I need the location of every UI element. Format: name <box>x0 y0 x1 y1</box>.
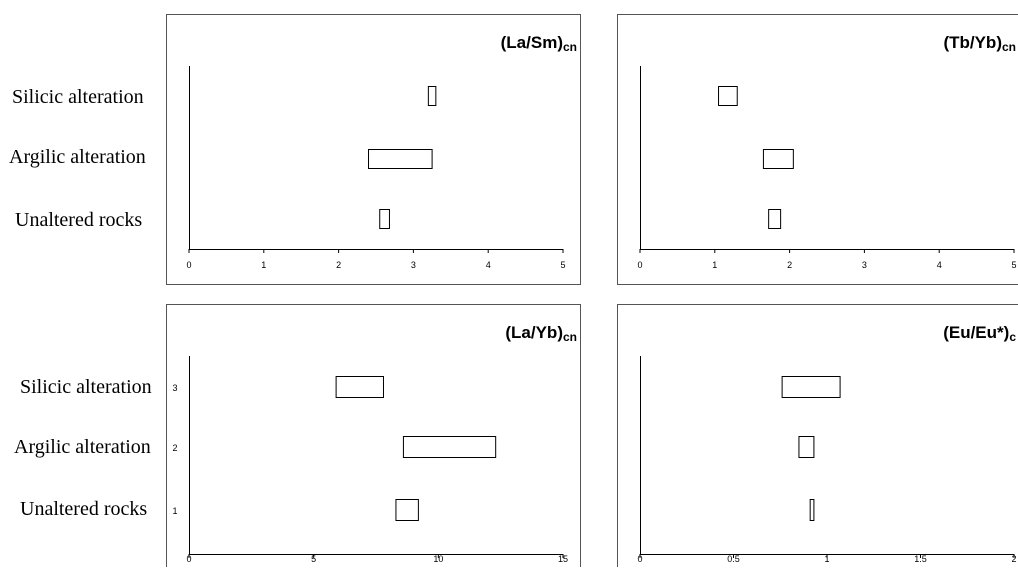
x-tick-label: 0.5 <box>727 554 740 564</box>
chart-title: (Eu/Eu*)c <box>943 323 1016 344</box>
chart-panel-4: (Eu/Eu*)c 0 0.5 1 1.5 2 <box>618 305 1018 568</box>
range-bar-2 <box>763 150 793 169</box>
panel-frame <box>618 305 1018 568</box>
x-tick-label: 4 <box>937 260 942 270</box>
x-tick-label: 1 <box>261 260 266 270</box>
row-label-silicic-bottom: Silicic alteration <box>20 376 152 399</box>
x-tick-label: 5 <box>1011 260 1016 270</box>
y-tick-label: 3 <box>172 383 177 393</box>
range-bar-1 <box>719 87 738 106</box>
x-tick-label: 0 <box>186 554 191 564</box>
row-label-unaltered-top: Unaltered rocks <box>15 209 142 232</box>
x-tick-label: 0 <box>637 554 642 564</box>
range-bar-2 <box>369 150 433 169</box>
range-bar-1 <box>336 377 383 398</box>
x-tick-label: 1 <box>824 554 829 564</box>
x-tick-label: 2 <box>787 260 792 270</box>
panel-frame <box>167 305 581 568</box>
x-tick-label: 3 <box>411 260 416 270</box>
y-tick-label: 1 <box>172 506 177 516</box>
range-bar-2 <box>403 437 495 458</box>
x-tick-label: 5 <box>311 554 316 564</box>
chart-title: (Tb/Yb)cn <box>943 33 1016 54</box>
x-tick-label: 10 <box>433 554 443 564</box>
x-tick-label: 2 <box>336 260 341 270</box>
chart-panel-2: (Tb/Yb)cn 0 1 2 3 4 5 <box>618 15 1018 285</box>
range-bar-2 <box>799 437 814 458</box>
x-tick-label: 15 <box>558 554 568 564</box>
range-bar-3 <box>380 210 390 229</box>
range-bar-1 <box>782 377 840 398</box>
range-bar-3 <box>396 500 418 521</box>
x-tick-label: 2 <box>1011 554 1016 564</box>
chart-title: (La/Sm)cn <box>501 33 577 54</box>
x-tick-label: 3 <box>862 260 867 270</box>
chart-title: (La/Yb)cn <box>505 323 577 344</box>
x-tick-label: 1.5 <box>914 554 927 564</box>
x-tick-label: 0 <box>637 260 642 270</box>
range-bar-3 <box>810 500 814 521</box>
row-label-argilic-top: Argilic alteration <box>9 146 146 169</box>
x-tick-label: 4 <box>486 260 491 270</box>
chart-panel-1: (La/Sm)cn 0 1 2 3 4 5 <box>167 15 581 285</box>
row-label-silicic-top: Silicic alteration <box>12 86 144 109</box>
range-bar-1 <box>428 87 435 106</box>
x-tick-label: 5 <box>560 260 565 270</box>
chart-panel-3: (La/Yb)cn 0 5 10 15 3 2 1 <box>167 305 581 568</box>
y-tick-label: 2 <box>172 443 177 453</box>
range-bar-3 <box>769 210 781 229</box>
row-label-argilic-bottom: Argilic alteration <box>14 436 151 459</box>
row-label-unaltered-bottom: Unaltered rocks <box>20 498 147 521</box>
panel-frame <box>618 15 1018 285</box>
x-tick-label: 0 <box>186 260 191 270</box>
x-tick-label: 1 <box>712 260 717 270</box>
